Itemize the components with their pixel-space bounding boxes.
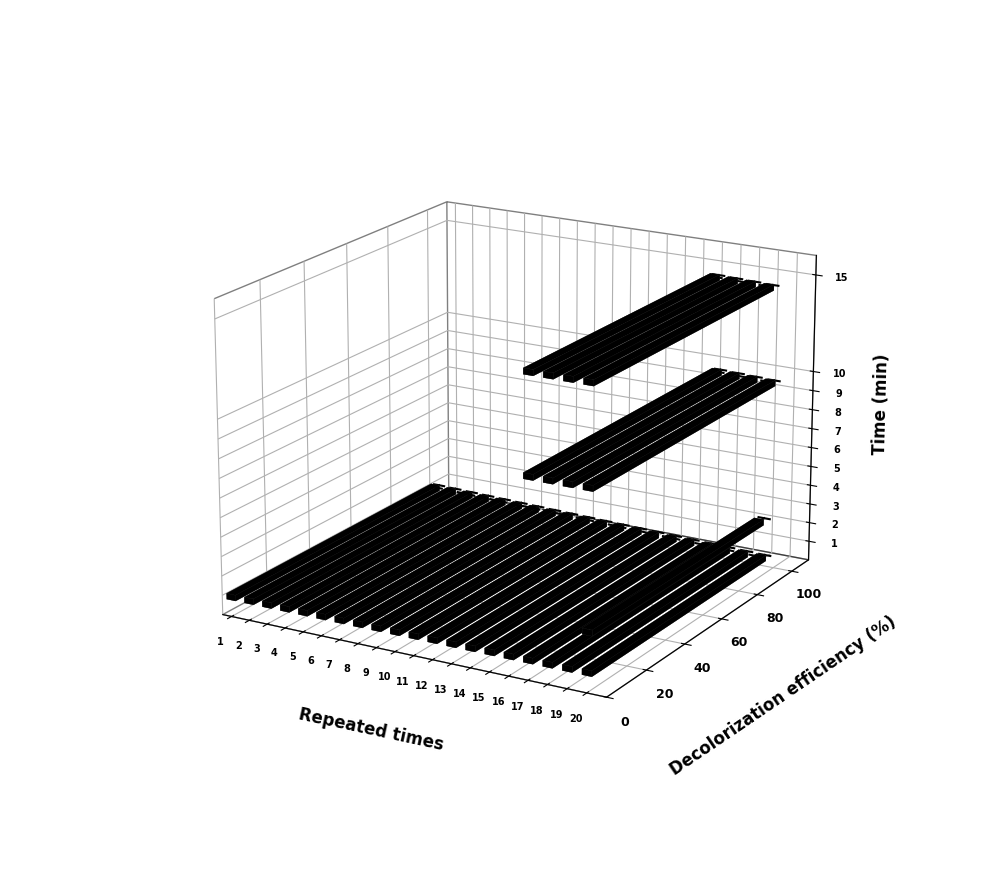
- X-axis label: Repeated times: Repeated times: [297, 705, 445, 754]
- Y-axis label: Decolorization efficiency (%): Decolorization efficiency (%): [667, 613, 900, 779]
